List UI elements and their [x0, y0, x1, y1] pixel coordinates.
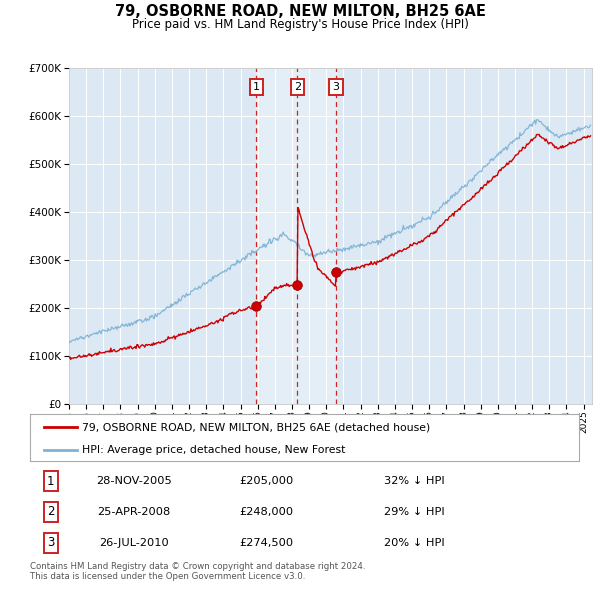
Text: Contains HM Land Registry data © Crown copyright and database right 2024.: Contains HM Land Registry data © Crown c… — [30, 562, 365, 571]
Text: 2: 2 — [294, 82, 301, 92]
Text: 25-APR-2008: 25-APR-2008 — [98, 507, 171, 517]
Text: This data is licensed under the Open Government Licence v3.0.: This data is licensed under the Open Gov… — [30, 572, 305, 581]
Text: 2: 2 — [47, 506, 55, 519]
Text: £274,500: £274,500 — [239, 537, 293, 548]
Text: 1: 1 — [47, 474, 55, 487]
Text: 1: 1 — [253, 82, 260, 92]
Text: 20% ↓ HPI: 20% ↓ HPI — [384, 537, 445, 548]
Text: 32% ↓ HPI: 32% ↓ HPI — [384, 476, 445, 486]
Text: £205,000: £205,000 — [239, 476, 293, 486]
Text: 3: 3 — [47, 536, 55, 549]
Text: 79, OSBORNE ROAD, NEW MILTON, BH25 6AE: 79, OSBORNE ROAD, NEW MILTON, BH25 6AE — [115, 4, 485, 19]
Bar — [256, 68, 336, 404]
Text: 28-NOV-2005: 28-NOV-2005 — [97, 476, 172, 486]
Text: 29% ↓ HPI: 29% ↓ HPI — [384, 507, 445, 517]
Text: 3: 3 — [332, 82, 340, 92]
Text: 26-JUL-2010: 26-JUL-2010 — [100, 537, 169, 548]
Text: £248,000: £248,000 — [239, 507, 293, 517]
Text: Price paid vs. HM Land Registry's House Price Index (HPI): Price paid vs. HM Land Registry's House … — [131, 18, 469, 31]
Text: HPI: Average price, detached house, New Forest: HPI: Average price, detached house, New … — [82, 445, 346, 454]
Text: 79, OSBORNE ROAD, NEW MILTON, BH25 6AE (detached house): 79, OSBORNE ROAD, NEW MILTON, BH25 6AE (… — [82, 422, 430, 432]
